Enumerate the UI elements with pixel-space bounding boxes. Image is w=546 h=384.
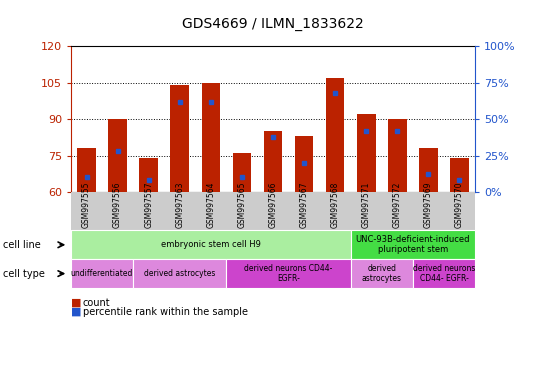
- Bar: [419, 148, 438, 192]
- Bar: [108, 119, 127, 192]
- Text: GSM997565: GSM997565: [238, 182, 246, 228]
- Bar: [388, 119, 407, 192]
- Text: cell type: cell type: [3, 268, 45, 279]
- Text: GSM997572: GSM997572: [393, 182, 402, 228]
- Text: count: count: [83, 298, 111, 308]
- Text: derived neurons CD44-
EGFR-: derived neurons CD44- EGFR-: [245, 264, 333, 283]
- Text: GSM997556: GSM997556: [113, 182, 122, 228]
- Bar: [233, 153, 251, 192]
- Text: GSM997571: GSM997571: [362, 182, 371, 228]
- Bar: [295, 136, 313, 192]
- Bar: [139, 158, 158, 192]
- Text: derived
astrocytes: derived astrocytes: [362, 264, 402, 283]
- Text: undifferentiated: undifferentiated: [71, 269, 133, 278]
- Text: GSM997564: GSM997564: [206, 182, 215, 228]
- Bar: [201, 83, 220, 192]
- Text: derived neurons
CD44- EGFR-: derived neurons CD44- EGFR-: [413, 264, 475, 283]
- Bar: [450, 158, 469, 192]
- Text: GSM997563: GSM997563: [175, 182, 184, 228]
- Text: GSM997569: GSM997569: [424, 182, 433, 228]
- Text: GSM997557: GSM997557: [144, 182, 153, 228]
- Bar: [326, 78, 345, 192]
- Text: GDS4669 / ILMN_1833622: GDS4669 / ILMN_1833622: [182, 17, 364, 31]
- Text: percentile rank within the sample: percentile rank within the sample: [83, 307, 248, 317]
- Text: GSM997566: GSM997566: [269, 182, 277, 228]
- Bar: [77, 148, 96, 192]
- Text: embryonic stem cell H9: embryonic stem cell H9: [161, 240, 261, 249]
- Text: GSM997555: GSM997555: [82, 182, 91, 228]
- Bar: [264, 131, 282, 192]
- Text: ■: ■: [71, 307, 81, 317]
- Text: GSM997568: GSM997568: [331, 182, 340, 228]
- Text: GSM997570: GSM997570: [455, 182, 464, 228]
- Text: UNC-93B-deficient-induced
pluripotent stem: UNC-93B-deficient-induced pluripotent st…: [355, 235, 470, 255]
- Text: derived astrocytes: derived astrocytes: [144, 269, 216, 278]
- Text: ■: ■: [71, 298, 81, 308]
- Text: GSM997567: GSM997567: [300, 182, 308, 228]
- Bar: [357, 114, 376, 192]
- Text: cell line: cell line: [3, 240, 40, 250]
- Bar: [170, 85, 189, 192]
